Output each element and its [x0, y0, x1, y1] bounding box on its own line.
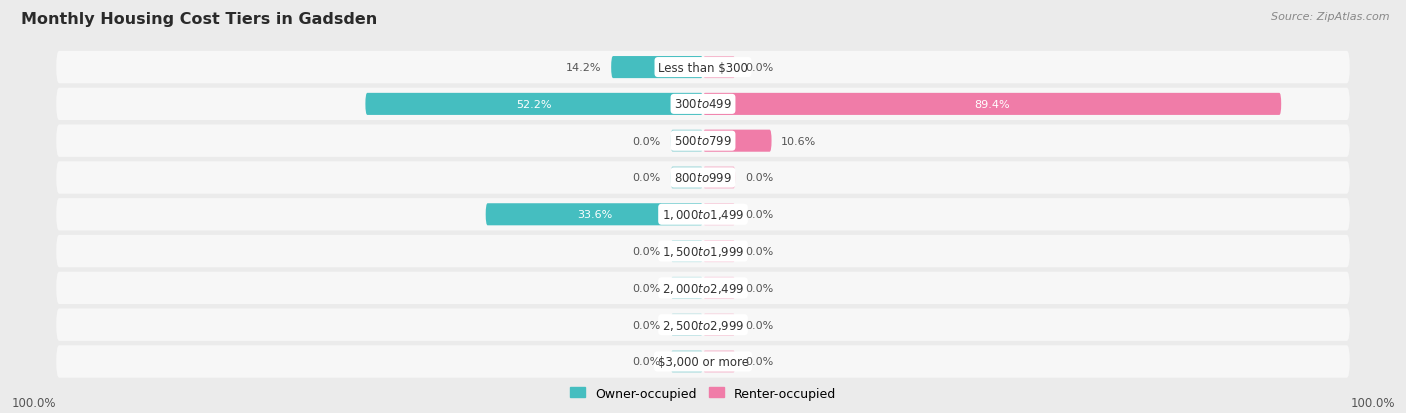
FancyBboxPatch shape — [671, 240, 703, 263]
Text: $1,000 to $1,499: $1,000 to $1,499 — [662, 208, 744, 222]
FancyBboxPatch shape — [703, 277, 735, 299]
FancyBboxPatch shape — [671, 131, 703, 152]
FancyBboxPatch shape — [366, 94, 703, 116]
Text: 100.0%: 100.0% — [11, 396, 56, 409]
FancyBboxPatch shape — [612, 57, 703, 79]
Text: $500 to $799: $500 to $799 — [673, 135, 733, 148]
Text: $2,000 to $2,499: $2,000 to $2,499 — [662, 281, 744, 295]
FancyBboxPatch shape — [56, 309, 1350, 341]
FancyBboxPatch shape — [56, 345, 1350, 378]
Text: 0.0%: 0.0% — [745, 210, 773, 220]
FancyBboxPatch shape — [703, 314, 735, 336]
FancyBboxPatch shape — [703, 57, 735, 79]
FancyBboxPatch shape — [703, 94, 1281, 116]
Text: 52.2%: 52.2% — [516, 100, 553, 109]
Text: 14.2%: 14.2% — [567, 63, 602, 73]
FancyBboxPatch shape — [671, 167, 703, 189]
FancyBboxPatch shape — [56, 125, 1350, 157]
Text: $3,000 or more: $3,000 or more — [658, 355, 748, 368]
Text: 0.0%: 0.0% — [633, 247, 661, 256]
Text: 0.0%: 0.0% — [745, 173, 773, 183]
FancyBboxPatch shape — [56, 235, 1350, 268]
Text: Less than $300: Less than $300 — [658, 62, 748, 74]
Text: 89.4%: 89.4% — [974, 100, 1010, 109]
FancyBboxPatch shape — [56, 52, 1350, 84]
Text: 0.0%: 0.0% — [633, 173, 661, 183]
FancyBboxPatch shape — [703, 204, 735, 226]
Text: 0.0%: 0.0% — [745, 283, 773, 293]
Text: Source: ZipAtlas.com: Source: ZipAtlas.com — [1271, 12, 1389, 22]
Text: 100.0%: 100.0% — [1350, 396, 1395, 409]
FancyBboxPatch shape — [671, 277, 703, 299]
Text: 0.0%: 0.0% — [633, 136, 661, 146]
Text: Monthly Housing Cost Tiers in Gadsden: Monthly Housing Cost Tiers in Gadsden — [21, 12, 377, 27]
Text: 0.0%: 0.0% — [745, 356, 773, 367]
FancyBboxPatch shape — [671, 351, 703, 373]
Text: 0.0%: 0.0% — [633, 356, 661, 367]
Text: 33.6%: 33.6% — [576, 210, 612, 220]
Text: $800 to $999: $800 to $999 — [673, 171, 733, 185]
Text: 0.0%: 0.0% — [745, 247, 773, 256]
Text: $1,500 to $1,999: $1,500 to $1,999 — [662, 244, 744, 259]
Text: 0.0%: 0.0% — [745, 63, 773, 73]
FancyBboxPatch shape — [56, 88, 1350, 121]
FancyBboxPatch shape — [703, 167, 735, 189]
Text: 0.0%: 0.0% — [745, 320, 773, 330]
FancyBboxPatch shape — [56, 272, 1350, 304]
FancyBboxPatch shape — [703, 351, 735, 373]
FancyBboxPatch shape — [56, 199, 1350, 231]
Text: 10.6%: 10.6% — [782, 136, 817, 146]
FancyBboxPatch shape — [703, 131, 772, 152]
FancyBboxPatch shape — [703, 240, 735, 263]
Legend: Owner-occupied, Renter-occupied: Owner-occupied, Renter-occupied — [565, 382, 841, 405]
Text: $300 to $499: $300 to $499 — [673, 98, 733, 111]
Text: 0.0%: 0.0% — [633, 283, 661, 293]
Text: 0.0%: 0.0% — [633, 320, 661, 330]
Text: $2,500 to $2,999: $2,500 to $2,999 — [662, 318, 744, 332]
FancyBboxPatch shape — [56, 162, 1350, 194]
FancyBboxPatch shape — [671, 314, 703, 336]
FancyBboxPatch shape — [485, 204, 703, 226]
